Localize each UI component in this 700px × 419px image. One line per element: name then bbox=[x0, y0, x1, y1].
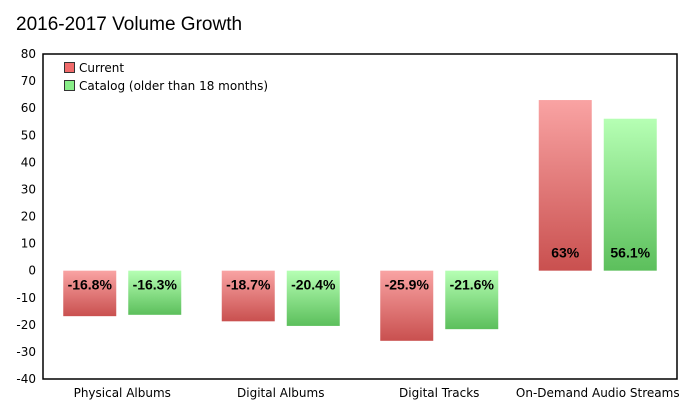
bar-catalog bbox=[445, 270, 499, 330]
y-tick-label: 0 bbox=[28, 264, 36, 278]
bar-current bbox=[538, 100, 592, 271]
y-tick-label: -20 bbox=[16, 318, 36, 332]
bar-current bbox=[63, 270, 117, 317]
x-tick-label: Physical Albums bbox=[74, 386, 171, 400]
data-label: -25.9% bbox=[385, 277, 430, 293]
y-tick-label: 20 bbox=[21, 210, 36, 224]
legend-label: Catalog (older than 18 months) bbox=[79, 79, 268, 93]
x-tick-label: Digital Tracks bbox=[399, 386, 479, 400]
y-tick-label: 30 bbox=[21, 182, 36, 196]
legend-label: Current bbox=[79, 61, 124, 75]
legend-swatch-current bbox=[64, 62, 75, 73]
data-label: -20.4% bbox=[291, 277, 336, 293]
bar-catalog bbox=[128, 270, 182, 315]
data-label: 56.1% bbox=[610, 245, 650, 261]
x-tick-label: Digital Albums bbox=[237, 386, 324, 400]
data-label: -21.6% bbox=[450, 277, 495, 293]
y-tick-label: 60 bbox=[21, 101, 36, 115]
bar-catalog bbox=[603, 118, 657, 271]
x-tick-label: On-Demand Audio Streams bbox=[516, 386, 680, 400]
y-tick-label: -30 bbox=[16, 345, 36, 359]
bar-catalog bbox=[286, 270, 340, 326]
chart-title: 2016-2017 Volume Growth bbox=[16, 14, 243, 35]
data-label: 63% bbox=[551, 245, 580, 261]
y-tick-label: -10 bbox=[16, 291, 36, 305]
y-tick-label: -40 bbox=[16, 372, 36, 386]
data-label: -16.3% bbox=[133, 277, 178, 293]
bar-current bbox=[221, 270, 275, 322]
y-tick-label: 10 bbox=[21, 237, 36, 251]
legend-swatch-catalog bbox=[64, 80, 75, 91]
y-tick-label: 80 bbox=[21, 47, 36, 61]
plot-frame bbox=[42, 53, 678, 380]
bar-current bbox=[380, 270, 434, 341]
data-label: -18.7% bbox=[226, 277, 271, 293]
data-label: -16.8% bbox=[68, 277, 113, 293]
y-tick-label: 40 bbox=[21, 155, 36, 169]
y-tick-label: 50 bbox=[21, 128, 36, 142]
y-tick-label: 70 bbox=[21, 74, 36, 88]
